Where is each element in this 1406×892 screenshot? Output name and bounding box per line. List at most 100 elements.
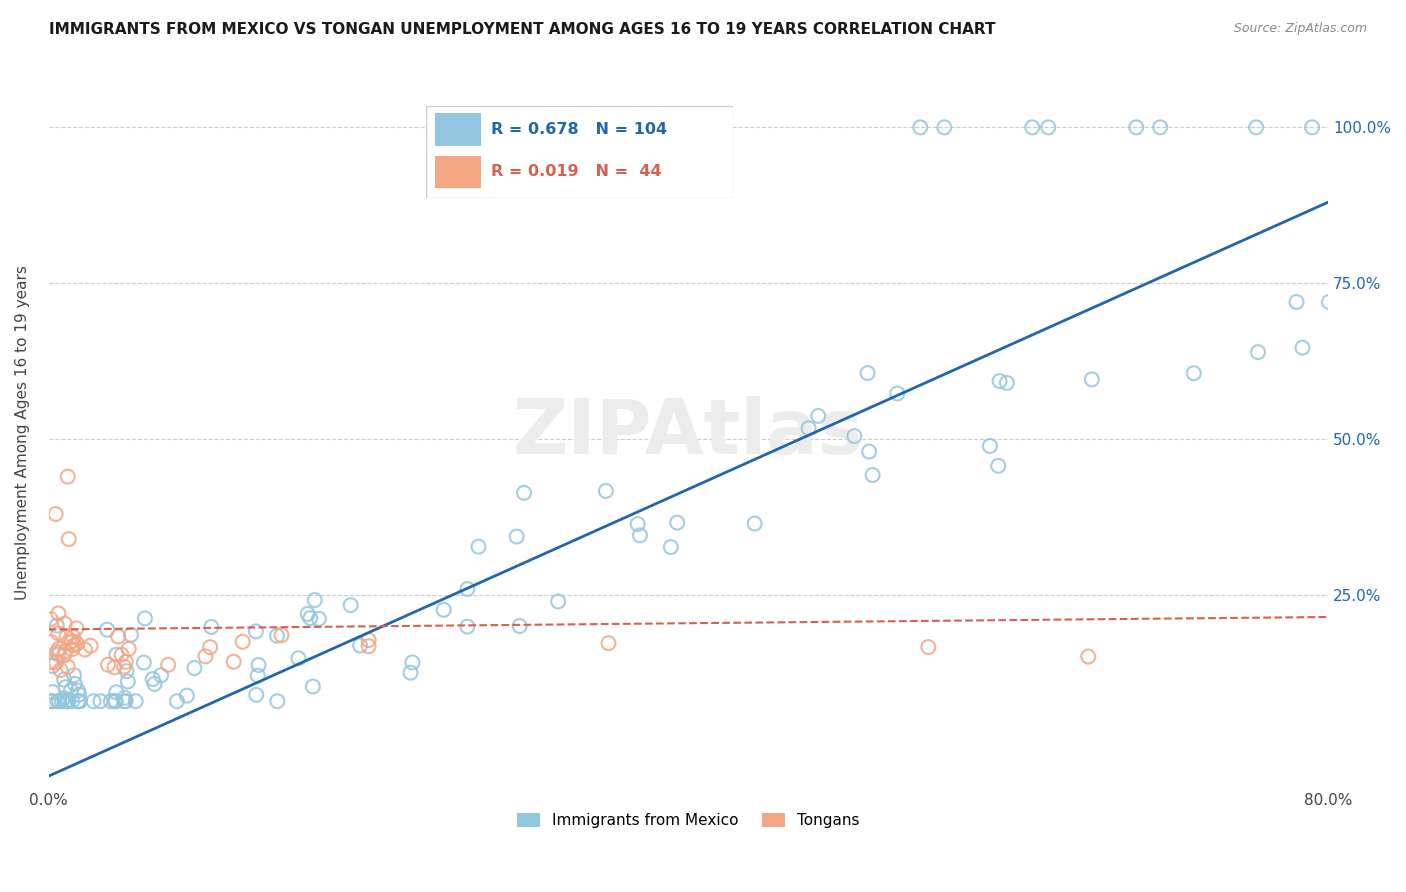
Point xyxy=(1285,295,1308,310)
Point xyxy=(297,607,319,621)
Point xyxy=(143,677,166,691)
Point xyxy=(96,623,118,637)
Point xyxy=(1301,120,1323,135)
Text: ZIPAtlas: ZIPAtlas xyxy=(513,396,865,470)
Point xyxy=(55,694,77,708)
Point xyxy=(979,439,1001,453)
Point xyxy=(41,656,63,670)
Point xyxy=(339,598,361,612)
Point xyxy=(48,607,70,621)
Point xyxy=(105,685,128,699)
Point xyxy=(105,648,128,662)
Point xyxy=(55,630,77,644)
Point xyxy=(988,374,1011,388)
Point xyxy=(120,628,142,642)
Point xyxy=(63,677,86,691)
Point xyxy=(58,694,80,708)
Point xyxy=(1021,120,1043,135)
Point xyxy=(666,516,689,530)
Point xyxy=(46,694,69,708)
Point xyxy=(357,633,380,648)
Point xyxy=(245,688,267,702)
Point xyxy=(862,468,884,483)
Point xyxy=(46,645,69,659)
Point xyxy=(1247,345,1270,359)
Point xyxy=(69,694,91,708)
Point xyxy=(100,694,122,708)
Point xyxy=(46,626,69,640)
Point xyxy=(509,619,531,633)
Y-axis label: Unemployment Among Ages 16 to 19 years: Unemployment Among Ages 16 to 19 years xyxy=(15,266,30,600)
Point xyxy=(53,673,76,687)
Point xyxy=(65,621,87,635)
Point xyxy=(1291,341,1313,355)
Point xyxy=(51,694,73,708)
Point xyxy=(114,690,136,705)
Point xyxy=(1317,295,1340,310)
Point xyxy=(60,634,83,648)
Point xyxy=(112,694,135,708)
Point xyxy=(1125,120,1147,135)
Point xyxy=(744,516,766,531)
Point xyxy=(1038,120,1060,135)
Point xyxy=(67,694,90,708)
Point xyxy=(917,640,939,654)
Point xyxy=(886,386,908,401)
Point xyxy=(856,366,879,380)
Point xyxy=(125,694,148,708)
Point xyxy=(66,683,89,698)
Point xyxy=(399,665,422,680)
Point xyxy=(807,409,830,423)
Point xyxy=(45,656,67,670)
Point xyxy=(357,639,380,653)
Point xyxy=(89,694,111,708)
Point xyxy=(83,694,105,708)
Point xyxy=(56,694,79,708)
Point xyxy=(58,532,80,546)
Point xyxy=(200,620,222,634)
Point xyxy=(48,641,70,656)
Point xyxy=(39,694,62,708)
Point xyxy=(66,694,89,708)
Point xyxy=(56,659,79,673)
Point xyxy=(628,528,651,542)
Text: Source: ZipAtlas.com: Source: ZipAtlas.com xyxy=(1233,22,1367,36)
Point xyxy=(117,674,139,689)
Point xyxy=(56,469,79,483)
Point xyxy=(513,486,536,500)
Point xyxy=(246,668,269,682)
Point xyxy=(52,691,75,706)
Point xyxy=(1081,372,1104,386)
Point xyxy=(1244,120,1267,135)
Point xyxy=(858,444,880,458)
Point xyxy=(505,529,527,543)
Point xyxy=(247,658,270,673)
Point xyxy=(1182,366,1205,380)
Point xyxy=(60,642,83,657)
Point xyxy=(45,618,67,632)
Point xyxy=(301,680,323,694)
Point xyxy=(107,630,129,644)
Point xyxy=(433,603,456,617)
Point xyxy=(595,483,617,498)
Point xyxy=(45,507,67,521)
Point xyxy=(1077,649,1099,664)
Point xyxy=(270,628,292,642)
Point xyxy=(150,668,173,682)
Point xyxy=(55,694,77,708)
Point xyxy=(232,634,254,648)
Point xyxy=(63,638,86,652)
Point xyxy=(112,659,135,673)
Point xyxy=(349,639,371,653)
Point xyxy=(299,611,322,625)
Point xyxy=(934,120,956,135)
Point xyxy=(134,611,156,625)
Point xyxy=(60,694,83,708)
Point xyxy=(118,641,141,656)
Point xyxy=(194,649,217,664)
Point xyxy=(995,376,1018,390)
Point xyxy=(467,540,489,554)
Point xyxy=(547,594,569,608)
Point xyxy=(1149,120,1171,135)
Point xyxy=(627,517,650,532)
